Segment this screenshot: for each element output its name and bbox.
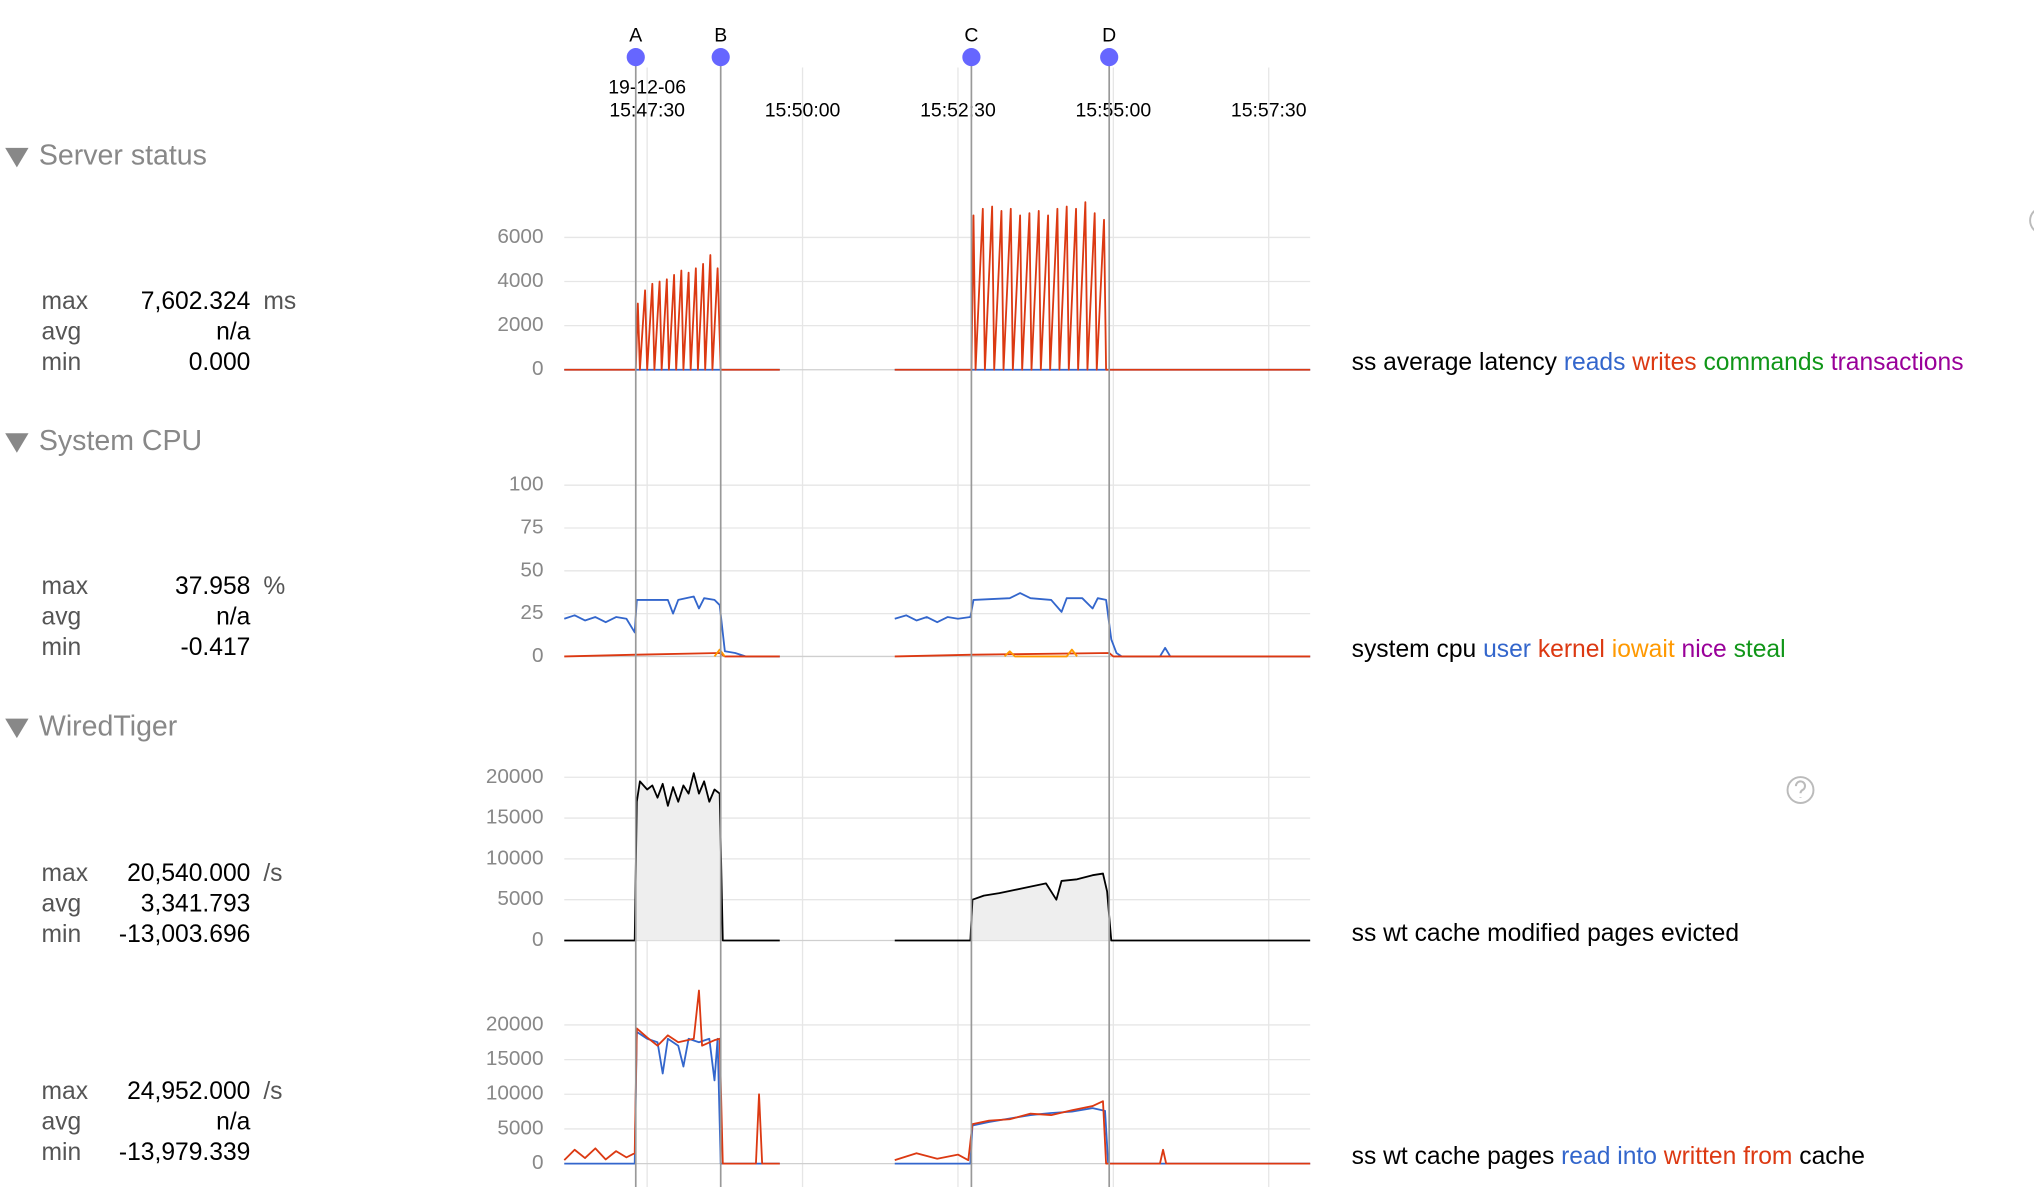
stat-label: max: [42, 288, 89, 315]
x-tick-label: 15:52:30: [920, 100, 996, 122]
y-tick-label: 4000: [497, 269, 543, 292]
stat-value: n/a: [216, 318, 251, 345]
help-icon[interactable]: [1786, 776, 1815, 804]
stat-value: -13,979.339: [119, 1139, 250, 1166]
x-tick-label: 15:57:30: [1231, 100, 1307, 122]
y-tick-label: 20000: [486, 765, 544, 788]
legend: ss wt cache modified pages evicted: [1352, 920, 1739, 947]
legend-entry: iowait: [1612, 635, 1675, 662]
legend-prefix: ss wt cache pages: [1352, 1143, 1555, 1170]
legend-entry: user: [1483, 635, 1531, 662]
marker-dot[interactable]: [626, 48, 645, 67]
legend-entry: kernel: [1538, 635, 1605, 662]
section-title: Server status: [39, 140, 207, 172]
section-title: WiredTiger: [39, 710, 178, 742]
y-tick-label: 0: [532, 357, 544, 380]
marker-label: D: [1102, 24, 1116, 46]
stat-value: -13,003.696: [119, 921, 250, 948]
help-icon-glyph: [1794, 780, 1807, 798]
legend-entry: reads: [1564, 349, 1626, 376]
x-tick-label: 15:47:30: [609, 100, 685, 122]
marker-dot[interactable]: [711, 48, 730, 67]
y-tick-label: 100: [509, 473, 544, 496]
y-tick-label: 0: [532, 1151, 544, 1174]
y-tick-label: 0: [532, 644, 544, 667]
stat-label: max: [42, 1078, 89, 1105]
y-tick-label: 15000: [486, 1047, 544, 1070]
stat-label: avg: [42, 318, 82, 345]
y-tick-label: 20000: [486, 1012, 544, 1035]
series-line: [563, 989, 1311, 1165]
y-tick-label: 10000: [486, 1082, 544, 1105]
legend-entry: nice: [1682, 635, 1727, 662]
legend-entry: commands: [1703, 349, 1823, 376]
collapse-triangle: [5, 147, 29, 168]
y-tick-label: 75: [520, 515, 543, 538]
legend: ss average latency reads writes commands…: [1352, 349, 1964, 376]
legend-entry: written from: [1663, 1143, 1793, 1170]
stat-value: 37.958: [175, 573, 250, 600]
stat-unit: ms: [263, 288, 296, 315]
collapse-triangle: [5, 718, 29, 739]
y-tick-label: 25: [520, 601, 543, 624]
legend-prefix: ss wt cache modified pages evicted: [1352, 920, 1739, 947]
marker-dot[interactable]: [1100, 48, 1119, 67]
y-tick-label: 5000: [497, 1116, 543, 1139]
stat-value: 20,540.000: [127, 860, 250, 887]
legend-prefix: system cpu: [1352, 635, 1477, 662]
series-line: [564, 201, 1311, 371]
stat-value: 7,602.324: [141, 288, 251, 315]
y-tick-label: 0: [532, 928, 544, 951]
stat-label: min: [42, 1139, 82, 1166]
stat-label: max: [42, 860, 89, 887]
stat-value: n/a: [216, 1108, 251, 1135]
y-tick-label: 10000: [486, 846, 544, 869]
marker-label: B: [714, 24, 727, 46]
legend-entry: read into: [1561, 1143, 1657, 1170]
stat-label: avg: [42, 604, 82, 631]
marker-dot[interactable]: [962, 48, 981, 67]
legend-prefix: ss average latency: [1352, 349, 1558, 376]
x-date-label: 19-12-06: [608, 76, 686, 98]
legend-entry: writes: [1631, 349, 1696, 376]
y-tick-label: 15000: [486, 806, 544, 829]
legend-entry: transactions: [1831, 349, 1964, 376]
legend-suffix: cache: [1799, 1143, 1865, 1170]
y-tick-label: 2000: [497, 313, 543, 336]
marker-label: C: [964, 24, 978, 46]
legend: system cpu user kernel iowait nice steal: [1352, 635, 1786, 662]
y-tick-label: 50: [520, 558, 543, 581]
stat-label: max: [42, 573, 89, 600]
x-tick-label: 15:50:00: [765, 100, 841, 122]
stat-label: avg: [42, 890, 82, 917]
y-tick-label: 6000: [497, 225, 543, 248]
stat-value: n/a: [216, 604, 251, 631]
stat-label: min: [42, 349, 82, 376]
x-tick-label: 15:55:00: [1075, 100, 1151, 122]
series-line: [564, 772, 1311, 942]
series-line: [713, 648, 1078, 658]
stat-unit: /s: [263, 860, 282, 887]
stat-value: 0.000: [189, 349, 251, 376]
stat-unit: /s: [263, 1078, 282, 1105]
stat-unit: %: [263, 573, 285, 600]
marker-label: A: [629, 24, 642, 46]
stat-label: min: [42, 921, 82, 948]
stat-label: min: [42, 634, 82, 661]
stat-value: 3,341.793: [141, 890, 251, 917]
stat-value: -0.417: [181, 634, 251, 661]
y-tick-label: 5000: [497, 887, 543, 910]
stat-label: avg: [42, 1108, 82, 1135]
legend: ss wt cache pages read into written from…: [1352, 1143, 1865, 1170]
legend-entry: steal: [1734, 635, 1786, 662]
collapse-triangle: [5, 433, 29, 453]
stat-value: 24,952.000: [127, 1078, 250, 1105]
section-title: System CPU: [39, 425, 202, 457]
help-icon[interactable]: [2029, 208, 2034, 234]
